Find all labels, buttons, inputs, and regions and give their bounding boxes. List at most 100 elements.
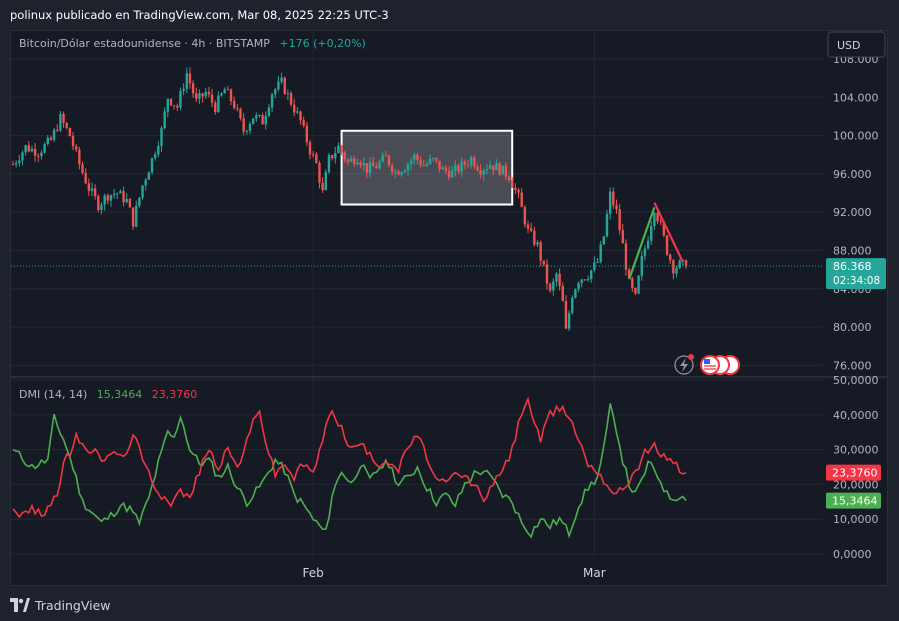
candle (93, 184, 97, 200)
candle (463, 159, 467, 170)
green-trend-line[interactable] (628, 207, 656, 280)
candle (144, 178, 147, 191)
candle (457, 163, 460, 174)
minus-di-legend: 23,3760 (152, 388, 198, 401)
candle (441, 165, 444, 170)
candle (299, 110, 302, 125)
chart-svg[interactable]: 108.000104.000100.00096.00092.00088.0008… (11, 31, 888, 586)
red-trend-line[interactable] (653, 202, 684, 263)
candle (172, 105, 176, 110)
event-icons[interactable] (674, 354, 740, 375)
candle (210, 88, 214, 108)
candle (650, 220, 653, 245)
candle (656, 211, 659, 225)
candle (593, 256, 596, 273)
price-tick-label: 100.000 (833, 130, 879, 143)
candle (653, 211, 656, 230)
candle (56, 124, 59, 132)
candle (33, 142, 37, 162)
dmi-axis[interactable]: 50,0000 40,0000 30,0000 20,0000 10,0000 0,000… (833, 374, 879, 561)
candle (498, 162, 501, 177)
candle (523, 205, 527, 228)
candle (223, 87, 226, 94)
candle (599, 241, 602, 264)
candle (30, 145, 34, 153)
svg-text:DMI (14, 14) 15,3464[interactable]: DMI (14, 14) 15,3464 23,3760 (19, 388, 197, 401)
candle (545, 259, 549, 290)
candle (669, 253, 672, 264)
candle (153, 151, 157, 161)
candle (226, 86, 230, 91)
candle (182, 83, 185, 96)
candle (615, 199, 618, 214)
candle (466, 159, 470, 169)
candles-layer (11, 67, 688, 331)
candle (280, 72, 283, 85)
candle (131, 207, 135, 230)
candle (195, 87, 198, 103)
candle (293, 98, 296, 117)
candle (65, 122, 68, 130)
candle (552, 278, 555, 296)
candle (454, 160, 457, 177)
candle (349, 155, 353, 163)
candle (608, 187, 612, 220)
candle (87, 178, 91, 197)
candle (356, 158, 359, 165)
candle (296, 107, 299, 115)
currency-button[interactable]: USD (827, 31, 886, 58)
plus-di-badge: 15,3464 (826, 492, 881, 509)
last-price-badge: 86.368 02:34:08 (826, 258, 886, 290)
candle (359, 160, 362, 169)
candle (315, 151, 318, 164)
candle (100, 202, 103, 215)
alert-dot-icon (688, 354, 694, 360)
candle (504, 162, 508, 181)
candle (596, 258, 599, 264)
candle (321, 177, 324, 193)
candle (11, 160, 15, 166)
candle (643, 245, 647, 261)
candle (128, 197, 132, 208)
candle (583, 279, 587, 281)
flag-canton-icon (704, 359, 710, 364)
candle (621, 224, 625, 244)
price-axis[interactable]: 108.000104.000100.00096.00092.00088.0008… (833, 53, 879, 372)
candle (135, 200, 138, 228)
candle (561, 282, 564, 302)
candle (264, 111, 267, 130)
candle (678, 259, 681, 269)
candle (469, 155, 473, 169)
candle (62, 111, 65, 128)
candle (432, 157, 435, 162)
chart-frame[interactable]: 108.000 104.000 100.000 96.000 92.000 88.000 8… (10, 30, 888, 586)
candle (514, 183, 517, 195)
candle (684, 259, 688, 269)
candle (49, 135, 53, 141)
currency-label: USD (837, 39, 861, 52)
svg-text:Bitcoin/Dólar estadounidense ·[interactable]: Bitcoin/Dólar estadounidense · 4h · BITS… (19, 37, 366, 50)
candle (476, 163, 479, 172)
lightning-icon (674, 355, 694, 375)
time-axis[interactable]: Feb Mar (303, 566, 606, 580)
candle (428, 154, 432, 165)
footer: TradingView (10, 596, 111, 614)
candle (574, 288, 577, 299)
candle (59, 110, 62, 132)
trend-lines-layer (628, 202, 684, 280)
candle (97, 194, 100, 213)
candle (646, 236, 650, 250)
candle (109, 194, 113, 207)
candle (27, 141, 30, 153)
candle (261, 112, 264, 125)
candle (409, 157, 413, 170)
candle (122, 186, 125, 207)
candle (229, 88, 233, 106)
candle (308, 139, 312, 160)
candle (567, 310, 571, 331)
candle (18, 155, 21, 167)
candle (353, 155, 356, 168)
candle (416, 153, 419, 165)
candle (479, 164, 482, 179)
candle (586, 275, 590, 282)
